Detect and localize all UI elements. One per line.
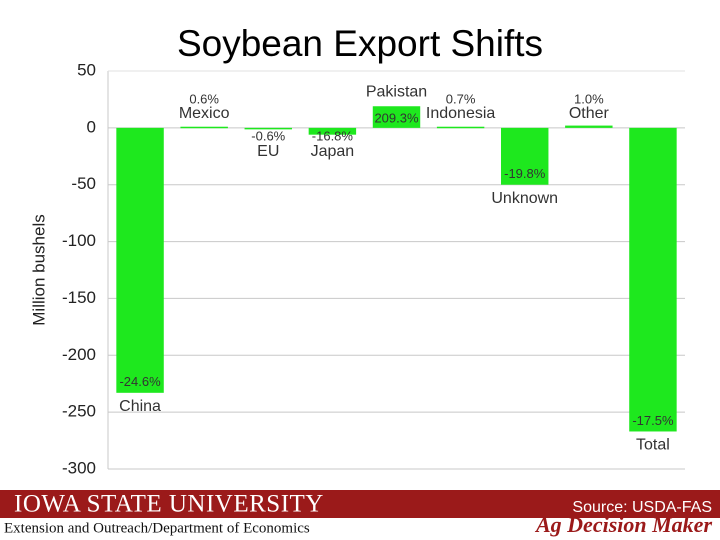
bar bbox=[244, 127, 292, 130]
y-tick-label: -300 bbox=[62, 458, 96, 477]
y-tick-label: -250 bbox=[62, 402, 96, 421]
category-label: EU bbox=[257, 143, 279, 160]
y-tick-label: 50 bbox=[77, 60, 96, 79]
change-label: 209.3% bbox=[374, 110, 419, 125]
y-tick-label: -100 bbox=[62, 231, 96, 250]
bar bbox=[308, 127, 357, 135]
university: IOWA STATE UNIVERSITY bbox=[14, 491, 324, 518]
category-label: Unknown bbox=[491, 190, 558, 207]
bar bbox=[372, 106, 421, 128]
bar bbox=[629, 127, 677, 432]
category-label: Japan bbox=[311, 143, 355, 160]
chart-title: Soybean Export Shifts bbox=[177, 23, 543, 64]
category-label: Total bbox=[636, 437, 670, 454]
y-tick-label: -150 bbox=[62, 288, 96, 307]
bar bbox=[180, 126, 228, 129]
y-tick-label: -50 bbox=[71, 174, 96, 193]
category-label: Indonesia bbox=[426, 105, 495, 122]
bar bbox=[501, 127, 549, 185]
change-label: 0.6% bbox=[189, 91, 219, 106]
footer-band bbox=[0, 490, 720, 518]
bar bbox=[565, 125, 613, 128]
source: Source: USDA-FAS bbox=[572, 499, 712, 516]
y-tick-label: 0 bbox=[87, 117, 96, 136]
change-label: 1.0% bbox=[574, 91, 604, 106]
change-label: -17.5% bbox=[632, 413, 674, 428]
change-label: 0.7% bbox=[446, 91, 476, 106]
category-label: China bbox=[119, 398, 161, 415]
bar bbox=[116, 127, 164, 393]
change-label: -16.8% bbox=[312, 128, 354, 143]
bar bbox=[436, 126, 485, 129]
change-label: -0.6% bbox=[251, 128, 285, 143]
department: Extension and Outreach/Department of Eco… bbox=[4, 520, 310, 536]
change-label: -19.8% bbox=[504, 166, 546, 181]
category-label: Pakistan bbox=[366, 83, 427, 100]
y-axis-title: Million bushels bbox=[29, 214, 48, 326]
change-label: -24.6% bbox=[119, 374, 161, 389]
y-tick-label: -200 bbox=[62, 345, 96, 364]
category-label: Mexico bbox=[179, 105, 230, 122]
brand: Ag Decision Maker bbox=[534, 512, 712, 537]
category-label: Other bbox=[569, 105, 610, 122]
